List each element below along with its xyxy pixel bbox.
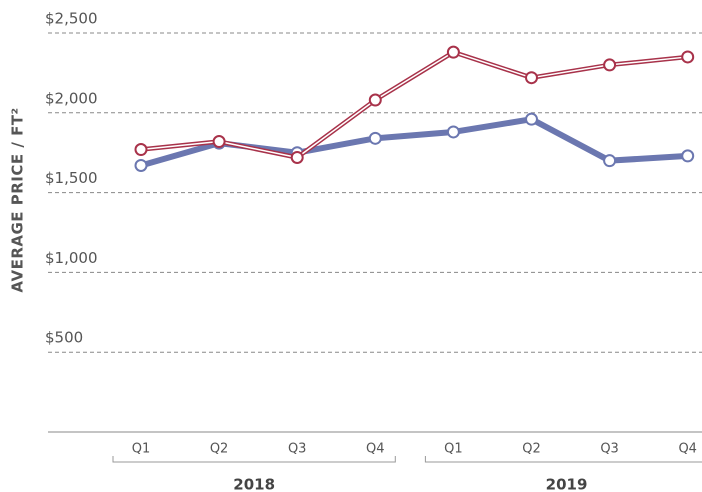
point-marker [603, 58, 617, 72]
y-tick-label: $2,000 [45, 89, 98, 107]
point-marker [525, 71, 538, 85]
x-tick-label: Q4 [678, 442, 697, 457]
point-marker [368, 93, 382, 107]
point-marker [212, 135, 226, 149]
x-tick-label: Q4 [366, 442, 385, 457]
point-marker [134, 158, 148, 172]
point-marker [290, 150, 304, 164]
group-bracket [112, 456, 396, 463]
x-tick-label: Q1 [132, 442, 151, 457]
y-axis-label: AVERAGE PRICE / FT² [9, 107, 27, 292]
y-tick-label: $2,500 [45, 10, 98, 28]
point-marker [134, 143, 148, 157]
x-tick-label: Q2 [522, 442, 541, 457]
point-marker [446, 45, 460, 59]
x-tick-label: Q3 [288, 442, 307, 457]
point-marker [603, 154, 617, 168]
point-marker [446, 125, 460, 139]
point-marker [681, 50, 695, 64]
point-marker [681, 149, 695, 163]
point-marker [368, 131, 382, 145]
y-tick-label: $1,000 [45, 249, 98, 267]
x-tick-label: Q3 [600, 442, 619, 457]
series-line-inner [140, 51, 688, 159]
group-bracket [424, 456, 702, 463]
group-label: 2019 [546, 476, 588, 492]
point-marker [525, 112, 538, 126]
x-tick-label: Q1 [444, 442, 463, 457]
y-tick-label: $1,500 [45, 169, 98, 187]
y-tick-label: $500 [45, 329, 83, 347]
group-label: 2018 [233, 476, 275, 492]
x-tick-label: Q2 [210, 442, 229, 457]
